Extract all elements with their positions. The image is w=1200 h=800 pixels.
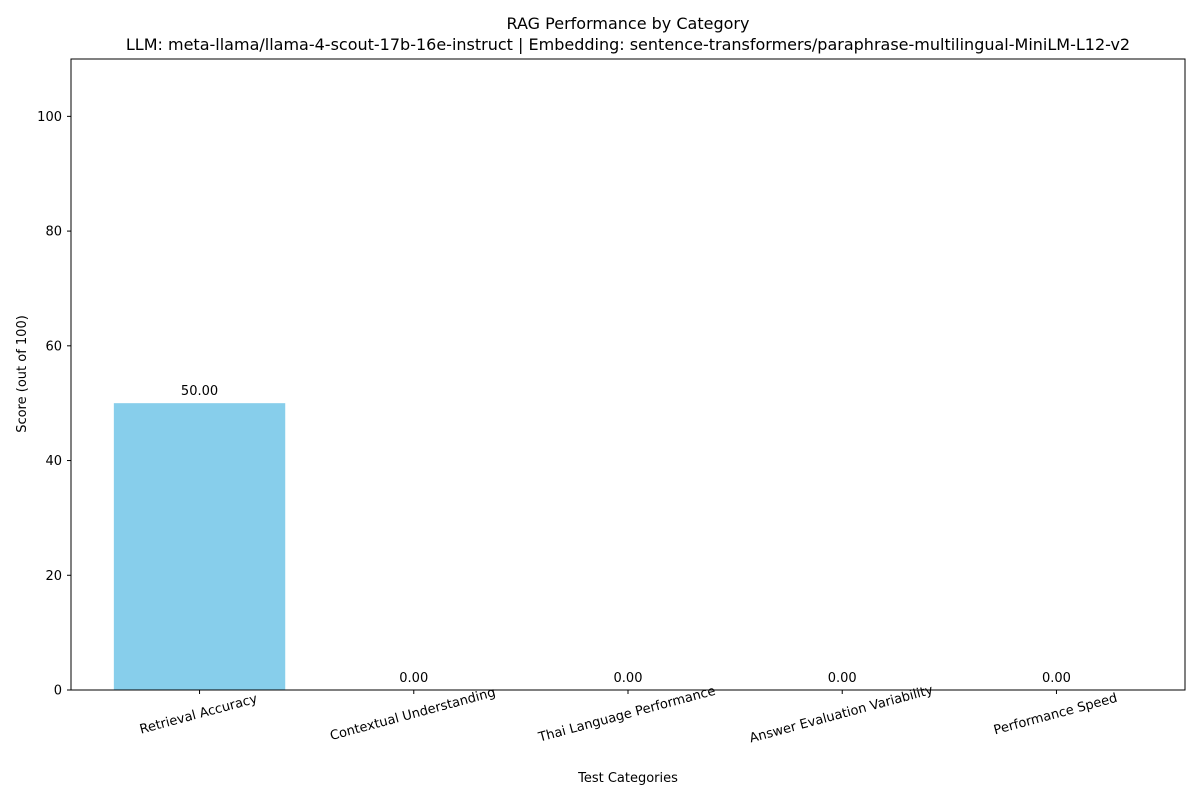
- data-label-0: 50.00: [181, 384, 218, 399]
- bars-group: [113, 403, 286, 690]
- data-label-1: 0.00: [399, 671, 428, 686]
- y-tick-label-1: 20: [45, 569, 62, 584]
- data-label-3: 0.00: [828, 671, 857, 686]
- x-tick-label-3: Answer Evaluation Variability: [748, 683, 935, 747]
- y-axis: 0 20 40 60 80 100: [37, 110, 71, 699]
- x-axis: Retrieval Accuracy Contextual Understandi…: [138, 683, 1119, 747]
- y-tick-label-5: 100: [37, 110, 62, 125]
- chart-title: RAG Performance by Category: [507, 14, 750, 33]
- x-tick-label-4: Performance Speed: [992, 691, 1119, 738]
- y-tick-label-2: 40: [45, 454, 62, 469]
- y-tick-label-3: 60: [45, 339, 62, 354]
- y-axis-label: Score (out of 100): [15, 315, 30, 433]
- x-tick-label-1: Contextual Understanding: [328, 685, 497, 744]
- bar-0: [113, 403, 286, 690]
- x-axis-label: Test Categories: [577, 771, 678, 786]
- y-tick-label-0: 0: [54, 684, 62, 699]
- x-tick-label-0: Retrieval Accuracy: [138, 692, 259, 738]
- data-labels-group: 50.00 0.00 0.00 0.00 0.00: [181, 384, 1071, 686]
- y-tick-label-4: 80: [45, 225, 62, 240]
- data-label-4: 0.00: [1042, 671, 1071, 686]
- x-tick-label-2: Thai Language Performance: [536, 684, 717, 746]
- data-label-2: 0.00: [614, 671, 643, 686]
- chart-subtitle: LLM: meta-llama/llama-4-scout-17b-16e-in…: [126, 35, 1130, 54]
